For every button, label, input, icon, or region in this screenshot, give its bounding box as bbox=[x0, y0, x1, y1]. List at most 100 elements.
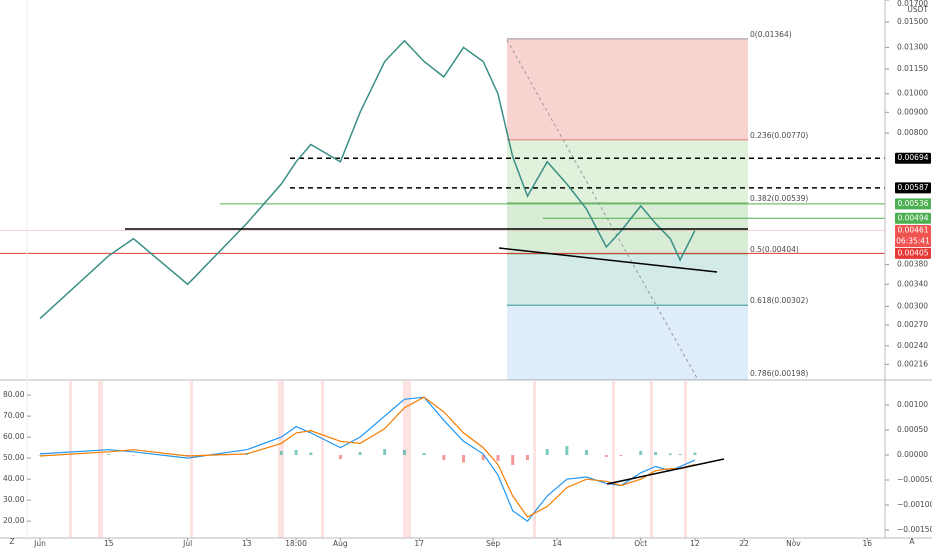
x-tick-label: Oct bbox=[634, 539, 647, 548]
price-label-text: 0.00461 bbox=[897, 225, 928, 234]
histogram-bar bbox=[279, 451, 283, 455]
y-tick-label: 0.00300 bbox=[897, 301, 928, 310]
indicator-line bbox=[39, 396, 696, 518]
levels bbox=[0, 157, 885, 254]
y-tick-label: 50.00 bbox=[3, 453, 25, 462]
corner-button[interactable]: A bbox=[909, 537, 915, 546]
x-tick-label: 22 bbox=[739, 539, 749, 548]
price-label: 0.00405 bbox=[895, 247, 931, 259]
histogram-bar bbox=[481, 455, 485, 460]
histogram-bar bbox=[422, 453, 426, 455]
histogram-bar bbox=[186, 455, 190, 457]
y-tick-label: 0.01500 bbox=[897, 17, 928, 26]
price-label-box bbox=[895, 212, 931, 224]
y-tick-label: 0.01300 bbox=[897, 42, 928, 51]
histogram-bar bbox=[654, 452, 658, 455]
x-tick-label: 15 bbox=[104, 539, 114, 548]
price-label-text: 0.00405 bbox=[897, 248, 928, 257]
price-label-box bbox=[895, 182, 931, 194]
histogram-bar bbox=[545, 449, 549, 455]
countdown-box bbox=[895, 235, 931, 247]
price-label: 0.00694 bbox=[895, 152, 931, 164]
currency: USDT bbox=[907, 5, 928, 14]
histogram-bar bbox=[565, 446, 569, 455]
trendline bbox=[606, 458, 725, 485]
y-tick-label: 60.00 bbox=[3, 432, 25, 441]
x-tick-label: 17 bbox=[414, 539, 424, 548]
histogram-bar bbox=[442, 455, 446, 460]
histogram-bar bbox=[107, 454, 111, 455]
countdown: 06:35:41 bbox=[896, 236, 930, 245]
y2-tick-label: −0.00050 bbox=[897, 475, 932, 484]
histogram-bar bbox=[585, 450, 589, 455]
price-label: 0.00461 06:35:41 bbox=[895, 224, 931, 247]
y2-tick-label: −0.00150 bbox=[897, 525, 932, 534]
histogram-bar bbox=[294, 450, 298, 455]
histogram-bar bbox=[358, 452, 362, 455]
histogram-bar bbox=[245, 453, 249, 455]
fib-label: 0.382(0.00539) bbox=[750, 194, 808, 203]
histogram-bar bbox=[525, 455, 529, 460]
y2-tick-label: −0.00100 bbox=[897, 500, 932, 509]
x-tick-label: Jun bbox=[33, 539, 46, 548]
y-tick-label: 40.00 bbox=[3, 474, 25, 483]
y2-tick-label: 0.00000 bbox=[897, 450, 928, 459]
y-tick-label: 0.00340 bbox=[897, 279, 928, 288]
y-tick-label: 0.00216 bbox=[897, 359, 928, 368]
fib-label: 0.786(0.00198) bbox=[750, 369, 808, 378]
fib-diagonal bbox=[506, 39, 698, 379]
histogram-bar bbox=[678, 454, 682, 455]
price-label-text: 0.00494 bbox=[897, 213, 928, 222]
y-tick-label: 20.00 bbox=[3, 516, 25, 525]
histogram-bar bbox=[461, 455, 465, 463]
price-label: 0.00494 bbox=[895, 212, 931, 224]
histogram-bar bbox=[693, 452, 697, 455]
y-tick-label: 0.01150 bbox=[897, 64, 928, 73]
histogram-bar bbox=[511, 455, 515, 465]
y-tick-label: 0.00240 bbox=[897, 341, 928, 350]
price-label-box bbox=[895, 247, 931, 259]
histogram-bar bbox=[383, 449, 387, 455]
y-tick-label: 0.01000 bbox=[897, 89, 928, 98]
price-label-text: 0.00587 bbox=[897, 183, 928, 192]
histogram-bar bbox=[309, 452, 313, 455]
y-tick-label: 0.01700 bbox=[897, 0, 928, 8]
fib-label: 0(0.01364) bbox=[750, 30, 792, 39]
trendline bbox=[498, 247, 718, 273]
highlight-bands bbox=[69, 381, 687, 538]
fib-label: 0.5(0.00404) bbox=[750, 245, 799, 254]
plot bbox=[38, 39, 697, 523]
x-tick-label: 16 bbox=[862, 539, 872, 548]
y-tick-label: 0.00270 bbox=[897, 320, 928, 329]
price-label: 0.00587 bbox=[895, 182, 931, 194]
fib-label: 0.618(0.00302) bbox=[750, 296, 808, 305]
price-label-text: 0.00694 bbox=[897, 153, 928, 162]
x-tick-label: 14 bbox=[552, 539, 562, 548]
x-tick-label: 18:00 bbox=[285, 539, 307, 548]
x-tick-label: 13 bbox=[242, 539, 252, 548]
y-tick-label: 80.00 bbox=[3, 390, 25, 399]
y2-tick-label: 0.00050 bbox=[897, 425, 928, 434]
histogram-bar bbox=[668, 453, 672, 455]
price-label: 0.00536 bbox=[895, 198, 931, 210]
fib-label: 0.236(0.00770) bbox=[750, 131, 808, 140]
corner-button[interactable]: Z bbox=[9, 537, 14, 546]
y-tick-label: 30.00 bbox=[3, 495, 25, 504]
x-tick-label: Jul bbox=[182, 539, 192, 548]
price-label-box bbox=[895, 152, 931, 164]
histogram-bar bbox=[402, 450, 406, 455]
histogram-bar bbox=[604, 455, 608, 457]
fib-zone bbox=[507, 305, 748, 380]
price-line bbox=[39, 39, 696, 320]
y-tick-label: 0.00380 bbox=[897, 260, 928, 269]
price-label-text: 0.00536 bbox=[897, 199, 928, 208]
x-tick-label: Sep bbox=[486, 539, 500, 548]
y-tick-label: 0.00900 bbox=[897, 107, 928, 116]
fib-zone bbox=[507, 38, 748, 140]
x-tick-label: Aug bbox=[333, 539, 348, 548]
y-tick-label: 70.00 bbox=[3, 411, 25, 420]
y2-tick-label: 0.00100 bbox=[897, 400, 928, 409]
price-label-box bbox=[895, 198, 931, 210]
indicator-line bbox=[39, 396, 696, 523]
